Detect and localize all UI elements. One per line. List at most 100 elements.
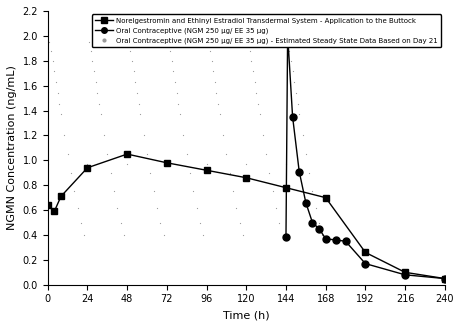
Oral Contraceptive (NGM 250 μg/ EE 35 μg) xyxy=(402,273,408,277)
Point xyxy=(100,133,108,138)
Point xyxy=(208,58,215,63)
Point xyxy=(71,189,78,194)
Point xyxy=(269,189,277,194)
Oral Contraceptive (NGM 250 μg/ EE 35 μg) xyxy=(285,33,290,37)
Point xyxy=(46,40,53,45)
Point xyxy=(44,162,52,167)
Line: Norelgestromin and Ethinyl Estradiol Transdermal System - Application to the Buttock: Norelgestromin and Ethinyl Estradiol Tra… xyxy=(44,151,448,282)
Point xyxy=(284,40,291,45)
Point xyxy=(173,91,180,96)
Point xyxy=(49,58,56,63)
Point xyxy=(168,58,176,63)
Point xyxy=(249,68,257,73)
Point xyxy=(214,102,222,107)
Point xyxy=(56,102,63,107)
Point xyxy=(80,232,88,238)
Point xyxy=(244,40,252,45)
Point xyxy=(124,162,131,167)
Point xyxy=(282,162,290,167)
Point xyxy=(266,170,273,175)
Point xyxy=(203,162,210,167)
Point xyxy=(196,220,204,225)
Point xyxy=(157,220,164,225)
Norelgestromin and Ethinyl Estradiol Transdermal System - Application to the Buttock xyxy=(45,203,51,207)
Point xyxy=(189,189,197,194)
Point xyxy=(160,232,167,238)
Point xyxy=(319,232,326,238)
Point xyxy=(47,48,55,53)
Point xyxy=(279,232,286,238)
Point xyxy=(205,40,212,45)
Point xyxy=(229,189,236,194)
Norelgestromin and Ethinyl Estradiol Transdermal System - Application to the Buttock xyxy=(124,152,130,156)
Point xyxy=(107,170,114,175)
Point xyxy=(175,102,182,107)
Norelgestromin and Ethinyl Estradiol Transdermal System - Application to the Buttock xyxy=(363,250,368,254)
Point xyxy=(272,205,280,210)
Oral Contraceptive (NGM 250 μg/ EE 35 μg) xyxy=(323,237,328,241)
Point xyxy=(84,162,91,167)
Oral Contraceptive (NGM 250 μg/ EE 35 μg) xyxy=(316,227,322,231)
Point xyxy=(54,91,61,96)
Norelgestromin and Ethinyl Estradiol Transdermal System - Application to the Buttock xyxy=(283,186,289,190)
Point xyxy=(135,102,142,107)
Point xyxy=(236,220,243,225)
Point xyxy=(127,48,134,53)
Point xyxy=(60,133,68,138)
Point xyxy=(286,48,293,53)
Point xyxy=(132,79,139,84)
Norelgestromin and Ethinyl Estradiol Transdermal System - Application to the Buttock xyxy=(323,196,328,199)
Point xyxy=(312,205,319,210)
Point xyxy=(89,58,96,63)
Point xyxy=(104,151,111,157)
Point xyxy=(254,102,261,107)
Legend: Norelgestromin and Ethinyl Estradiol Transdermal System - Application to the But: Norelgestromin and Ethinyl Estradiol Tra… xyxy=(92,14,441,47)
Point xyxy=(51,68,58,73)
Norelgestromin and Ethinyl Estradiol Transdermal System - Application to the Buttock xyxy=(164,161,170,165)
Point xyxy=(193,205,201,210)
Point xyxy=(180,133,187,138)
Point xyxy=(262,151,270,157)
Oral Contraceptive (NGM 250 μg/ EE 35 μg) xyxy=(290,115,296,119)
Oral Contraceptive (NGM 250 μg/ EE 35 μg) xyxy=(442,277,448,281)
Norelgestromin and Ethinyl Estradiol Transdermal System - Application to the Buttock xyxy=(243,176,249,180)
Oral Contraceptive (NGM 250 μg/ EE 35 μg) xyxy=(343,239,349,243)
Point xyxy=(256,112,263,117)
Norelgestromin and Ethinyl Estradiol Transdermal System - Application to the Buttock xyxy=(58,195,64,198)
Norelgestromin and Ethinyl Estradiol Transdermal System - Application to the Buttock xyxy=(204,168,209,172)
Point xyxy=(213,91,220,96)
Point xyxy=(85,40,93,45)
Point xyxy=(211,79,219,84)
Point xyxy=(299,133,306,138)
Point xyxy=(292,91,300,96)
Point xyxy=(147,170,154,175)
Point xyxy=(251,79,258,84)
Point xyxy=(183,151,190,157)
Point xyxy=(219,133,227,138)
Point xyxy=(77,220,84,225)
Point xyxy=(95,102,103,107)
Point xyxy=(113,205,121,210)
Point xyxy=(137,112,144,117)
Point xyxy=(289,68,296,73)
Point xyxy=(276,220,283,225)
Norelgestromin and Ethinyl Estradiol Transdermal System - Application to the Buttock xyxy=(442,277,448,281)
Point xyxy=(74,205,81,210)
Line: Oral Contraceptive (NGM 250 μg/ EE 35 μg): Oral Contraceptive (NGM 250 μg/ EE 35 μg… xyxy=(283,31,448,282)
Point xyxy=(97,112,104,117)
Point xyxy=(306,170,313,175)
Point xyxy=(67,170,75,175)
Point xyxy=(186,170,194,175)
Point xyxy=(92,79,100,84)
Point xyxy=(259,133,266,138)
Norelgestromin and Ethinyl Estradiol Transdermal System - Application to the Buttock xyxy=(52,209,57,213)
Oral Contraceptive (NGM 250 μg/ EE 35 μg) xyxy=(296,169,302,173)
Point xyxy=(129,58,136,63)
Point xyxy=(125,40,132,45)
Oral Contraceptive (NGM 250 μg/ EE 35 μg) xyxy=(363,262,368,266)
Point xyxy=(170,68,177,73)
Point xyxy=(287,58,295,63)
Point xyxy=(130,68,137,73)
Norelgestromin and Ethinyl Estradiol Transdermal System - Application to the Buttock xyxy=(402,270,408,274)
Point xyxy=(233,205,240,210)
